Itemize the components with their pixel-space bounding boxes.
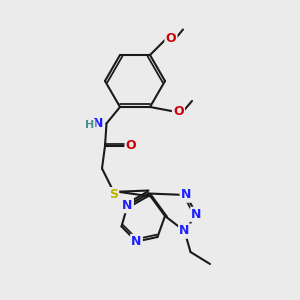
Text: N: N: [122, 199, 133, 212]
Text: N: N: [131, 235, 142, 248]
Text: O: O: [173, 105, 184, 118]
Text: O: O: [166, 32, 176, 45]
Text: N: N: [179, 224, 190, 238]
Text: N: N: [93, 117, 103, 130]
Text: S: S: [109, 188, 118, 201]
Text: N: N: [181, 188, 191, 202]
Text: O: O: [126, 140, 136, 152]
Text: H: H: [85, 120, 94, 130]
Text: N: N: [191, 208, 202, 221]
Text: S: S: [109, 188, 118, 201]
